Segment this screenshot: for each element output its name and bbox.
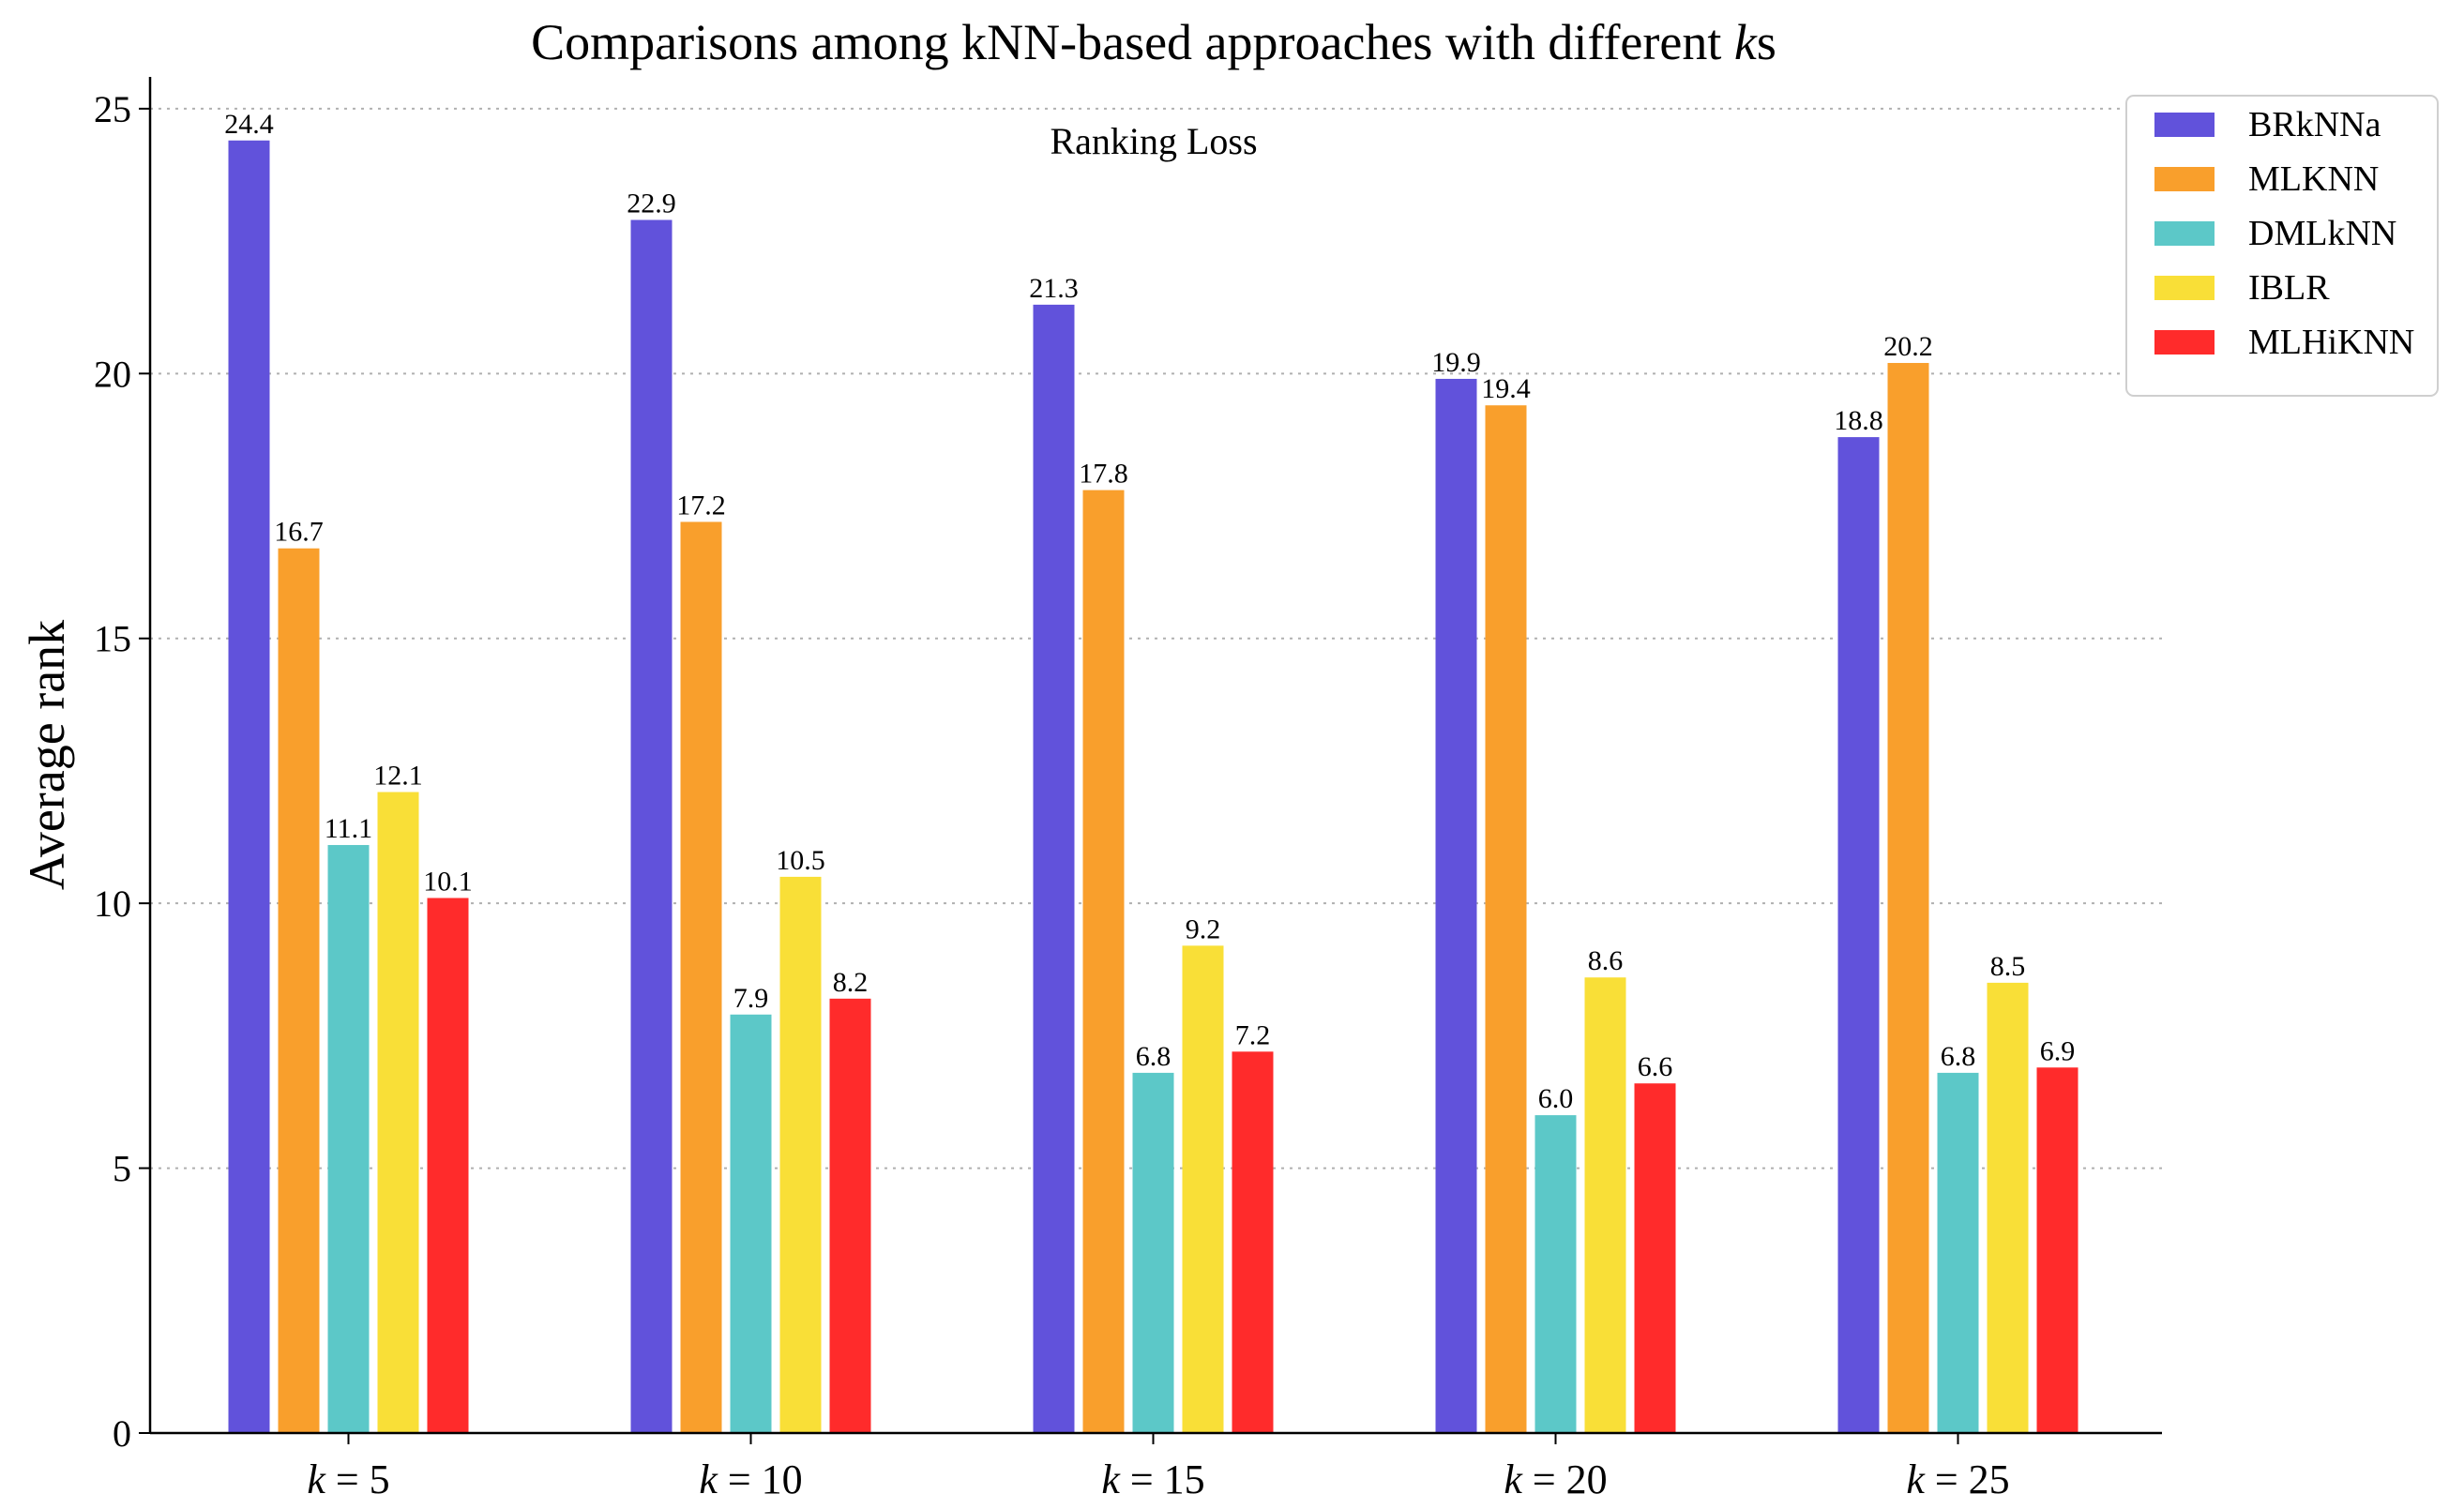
data-label: 24.4: [224, 109, 274, 140]
data-label: 7.2: [1235, 1019, 1271, 1050]
chart-title-prefix: Comparisons among kNN-based approaches w…: [531, 14, 1734, 70]
bar-mlhiknn: [829, 998, 871, 1433]
data-label: 9.2: [1186, 913, 1221, 944]
bar-brknna: [1837, 437, 1880, 1433]
data-label: 6.8: [1941, 1041, 1976, 1072]
bar-mlhiknn: [1232, 1051, 1274, 1433]
legend-swatch-mlknn: [2154, 167, 2215, 191]
chart-subtitle: Ranking Loss: [1050, 120, 1257, 162]
data-label: 6.9: [2040, 1035, 2076, 1066]
data-label: 21.3: [1029, 273, 1079, 304]
bar-iblr: [377, 792, 419, 1433]
bar-iblr: [1987, 982, 2029, 1433]
chart-title-var: k: [1733, 14, 1757, 70]
y-tick-label: 20: [94, 353, 131, 395]
bar-dmlknn: [1132, 1072, 1174, 1433]
legend-label-iblr: IBLR: [2248, 268, 2330, 308]
data-label: 8.2: [833, 967, 869, 998]
data-label: 16.7: [274, 517, 324, 548]
bar-brknna: [1033, 304, 1075, 1433]
x-tick-label: k = 20: [1504, 1456, 1607, 1502]
bar-dmlknn: [1937, 1072, 1979, 1433]
data-label: 7.9: [733, 983, 769, 1014]
bar-mlhiknn: [427, 898, 469, 1433]
legend-swatch-mlhiknn: [2154, 330, 2215, 355]
y-tick-label: 15: [94, 618, 131, 660]
data-label: 11.1: [325, 813, 372, 844]
data-label: 19.4: [1481, 373, 1531, 404]
chart-title: Comparisons among kNN-based approaches w…: [0, 13, 2307, 71]
y-axis-label: Average rank: [19, 620, 75, 890]
data-label: 6.6: [1638, 1051, 1673, 1082]
bar-dmlknn: [730, 1014, 772, 1433]
y-tick-label: 10: [94, 883, 131, 925]
x-tick-label: k = 25: [1906, 1456, 2009, 1502]
bar-brknna: [228, 140, 270, 1433]
y-tick-label: 0: [113, 1412, 131, 1455]
legend-label-mlknn: MLKNN: [2248, 159, 2379, 199]
x-tick-label: k = 5: [307, 1456, 389, 1502]
bar-mlhiknn: [2036, 1067, 2079, 1433]
bar-mlknn: [1485, 405, 1527, 1433]
legend-swatch-dmlknn: [2154, 221, 2215, 246]
bar-mlknn: [1082, 490, 1125, 1433]
y-tick-label: 25: [94, 88, 131, 130]
data-label: 17.2: [676, 490, 726, 521]
data-label: 6.0: [1538, 1083, 1574, 1114]
chart-title-suffix: s: [1756, 14, 1776, 70]
data-label: 17.8: [1079, 459, 1128, 490]
data-label: 8.5: [1990, 951, 2026, 982]
bar-mlknn: [680, 521, 722, 1433]
bar-iblr: [1182, 945, 1224, 1433]
data-label: 19.9: [1431, 347, 1481, 378]
x-tick-label: k = 10: [699, 1456, 802, 1502]
data-label: 20.2: [1883, 331, 1933, 362]
bar-dmlknn: [327, 845, 370, 1433]
bar-brknna: [1435, 378, 1477, 1433]
data-label: 22.9: [627, 189, 676, 219]
bar-mlhiknn: [1634, 1083, 1676, 1433]
legend-swatch-brknna: [2154, 113, 2215, 137]
legend-label-brknna: BRkNNa: [2248, 105, 2381, 144]
bar-brknna: [630, 219, 673, 1433]
data-label: 18.8: [1834, 405, 1883, 436]
bar-mlknn: [278, 548, 320, 1433]
legend-label-dmlknn: DMLkNN: [2248, 214, 2396, 253]
bar-dmlknn: [1534, 1115, 1577, 1433]
legend-swatch-iblr: [2154, 276, 2215, 300]
bar-iblr: [779, 876, 822, 1433]
x-tick-label: k = 15: [1101, 1456, 1204, 1502]
data-label: 12.1: [373, 761, 423, 792]
data-label: 10.1: [423, 867, 473, 898]
y-tick-label: 5: [113, 1148, 131, 1190]
data-label: 8.6: [1588, 945, 1624, 976]
data-label: 6.8: [1136, 1041, 1172, 1072]
data-label: 10.5: [776, 845, 825, 876]
legend-label-mlhiknn: MLHiKNN: [2248, 323, 2414, 362]
bar-iblr: [1584, 977, 1626, 1433]
bar-mlknn: [1887, 363, 1929, 1433]
